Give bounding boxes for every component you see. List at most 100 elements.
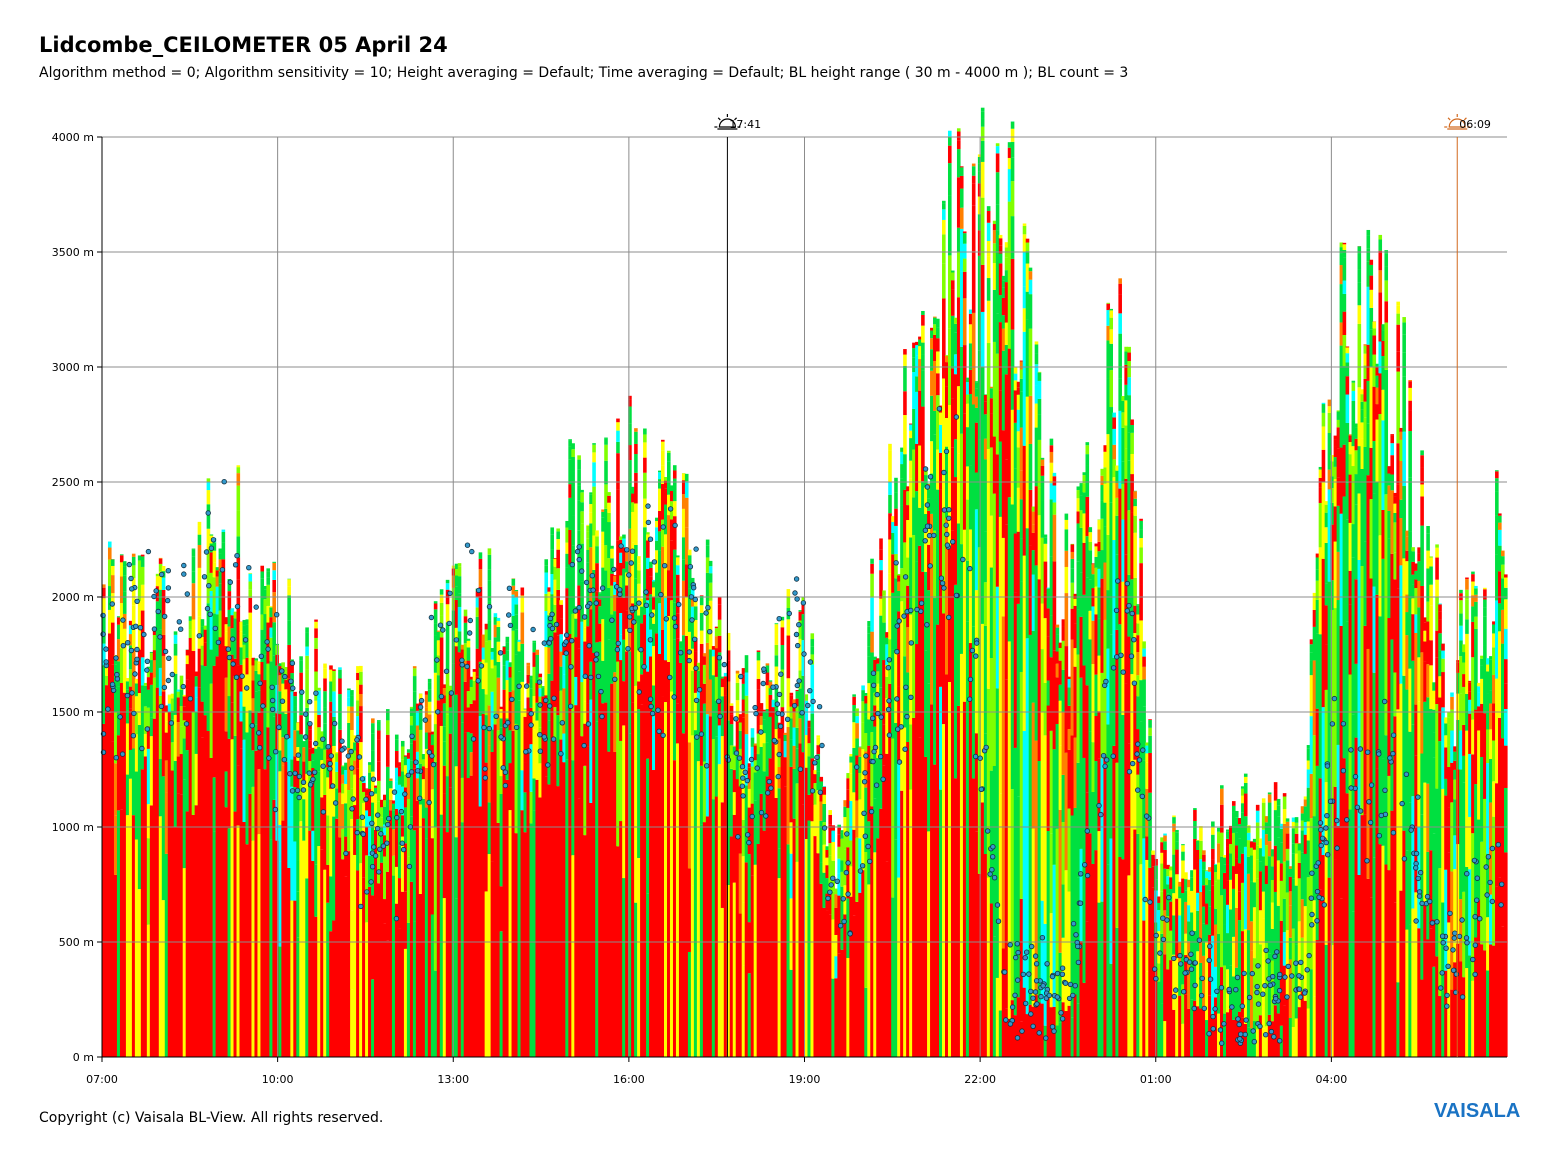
bl-point	[239, 673, 245, 679]
heat-cell	[1202, 850, 1206, 855]
heat-cell	[1019, 361, 1024, 370]
x-tick-label: 07:00	[86, 1073, 118, 1086]
bl-point	[1459, 994, 1466, 1000]
bl-point	[161, 684, 168, 691]
heat-cell	[882, 724, 886, 766]
heat-cell	[442, 765, 447, 794]
heat-cell	[475, 597, 480, 608]
heat-cell	[1019, 538, 1024, 582]
heat-cell	[1211, 885, 1215, 936]
heat-cell	[1321, 412, 1326, 427]
bl-point	[332, 720, 338, 727]
heat-cell	[894, 492, 898, 509]
heat-cell	[218, 559, 223, 572]
heat-cell	[1052, 472, 1057, 477]
heat-cell	[586, 524, 590, 526]
bl-point	[273, 749, 279, 755]
heat-cell	[230, 615, 235, 629]
bl-point	[795, 642, 801, 649]
heat-cell	[1223, 965, 1227, 1014]
heat-cell	[1112, 417, 1116, 429]
heat-cell	[1115, 465, 1119, 471]
heat-cell	[607, 502, 611, 513]
heat-cell	[353, 854, 357, 1057]
heat-cell	[610, 683, 614, 1057]
heat-cell	[947, 163, 952, 196]
heat-cell	[526, 733, 531, 1057]
bl-point	[448, 690, 455, 696]
heat-cell	[260, 661, 265, 709]
heat-cell	[1130, 837, 1134, 1057]
heat-cell	[956, 227, 961, 252]
bl-point	[867, 858, 873, 865]
heat-cell	[110, 559, 115, 566]
bl-point	[124, 640, 131, 646]
heat-cell	[119, 576, 124, 604]
heat-cell	[1285, 999, 1290, 1057]
bl-point	[739, 764, 746, 770]
bl-point	[169, 671, 175, 678]
bl-point	[391, 789, 398, 795]
heat-cell	[717, 667, 722, 700]
heat-cell	[1211, 826, 1215, 835]
bl-point	[886, 732, 893, 738]
heat-cell	[1046, 597, 1051, 609]
heat-cell	[915, 644, 919, 1057]
heat-cell	[326, 749, 330, 760]
bl-point	[1483, 864, 1489, 870]
heat-cell	[397, 766, 402, 777]
heat-cell	[1351, 557, 1356, 715]
heat-cell	[783, 741, 788, 758]
bl-point	[1210, 1013, 1216, 1020]
bl-point	[886, 657, 892, 663]
heat-cell	[1136, 675, 1140, 697]
heat-cell	[861, 690, 865, 702]
bl-point	[1160, 915, 1166, 921]
heat-cell	[323, 749, 327, 795]
heat-cell	[523, 792, 528, 833]
heat-cell	[1166, 884, 1170, 894]
heat-cell	[586, 538, 590, 550]
heat-cell	[362, 791, 366, 803]
heat-cell	[852, 829, 856, 916]
heat-cell	[1465, 589, 1469, 600]
heat-cell	[1246, 873, 1251, 931]
heat-cell	[586, 525, 590, 532]
heat-cell	[1148, 792, 1152, 868]
heat-cell	[562, 643, 566, 656]
heat-cell	[131, 748, 136, 816]
heat-cell	[1073, 648, 1078, 667]
bl-point	[1289, 973, 1295, 979]
heat-cell	[1408, 531, 1412, 669]
heat-cell	[1489, 659, 1493, 670]
heat-cell	[427, 682, 432, 690]
bl-point	[943, 522, 949, 528]
heat-cell	[631, 493, 635, 503]
heat-cell	[912, 717, 916, 1057]
heat-cell	[1115, 629, 1119, 763]
heat-cell	[556, 539, 560, 550]
bl-point	[1282, 974, 1288, 980]
bl-point	[894, 696, 900, 702]
heat-cell	[197, 687, 202, 1057]
heat-cell	[1070, 582, 1075, 609]
heat-cell	[1501, 643, 1505, 739]
heat-cell	[1214, 864, 1218, 873]
heat-cell	[167, 694, 172, 696]
heat-cell	[116, 686, 121, 736]
bl-point	[1419, 900, 1425, 907]
heat-cell	[547, 673, 551, 721]
heat-cell	[1109, 963, 1113, 1057]
bl-point	[282, 673, 288, 680]
bl-point	[1028, 1011, 1034, 1017]
heat-cell	[1205, 885, 1209, 904]
heat-cell	[1273, 800, 1278, 811]
bl-point	[733, 750, 740, 756]
heat-cell	[1342, 250, 1347, 258]
heat-cell	[269, 839, 273, 1057]
heat-cell	[1130, 454, 1134, 475]
heat-cell	[968, 309, 973, 314]
heat-cell	[1133, 683, 1137, 760]
bl-point	[1241, 970, 1247, 977]
heat-cell	[1190, 999, 1194, 1057]
